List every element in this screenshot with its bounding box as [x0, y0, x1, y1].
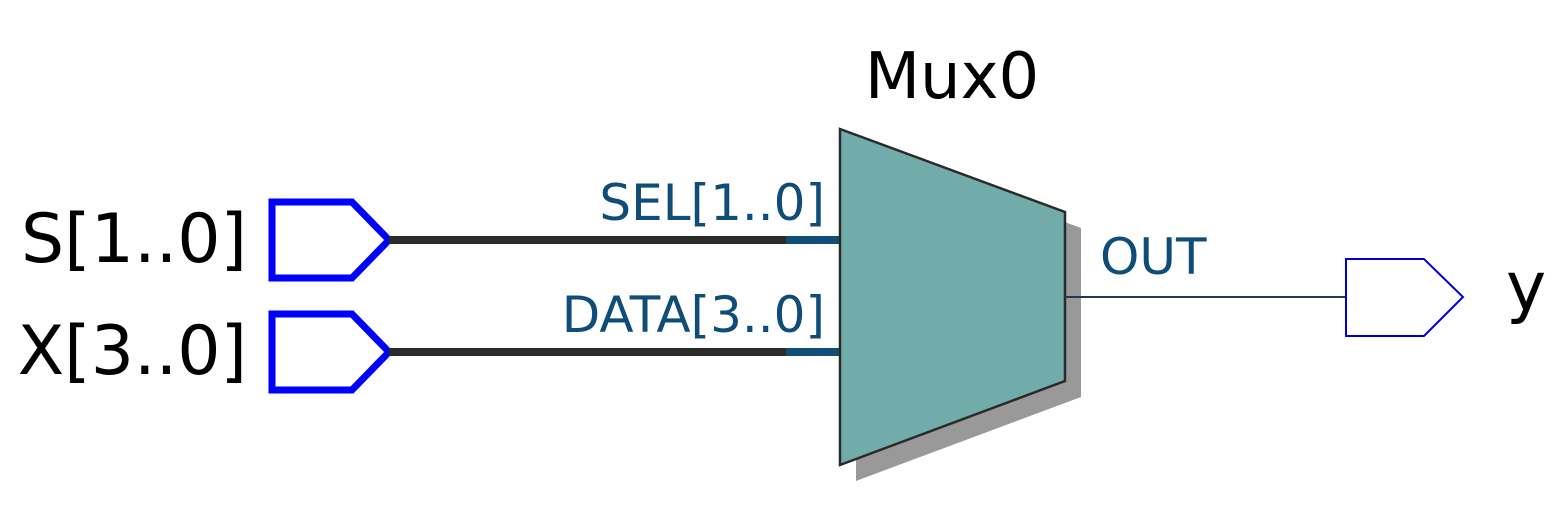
output-port-y[interactable]: y: [1345, 248, 1546, 337]
input-port-s-label: S[1..0]: [21, 200, 247, 279]
mux-pin-data-label: DATA[3..0]: [562, 286, 825, 344]
mux-pin-sel-label: SEL[1..0]: [599, 174, 825, 232]
output-port-icon: [1345, 258, 1465, 337]
mux-block[interactable]: Mux0 SEL[1..0] DATA[3..0] OUT: [562, 40, 1207, 481]
input-port-s[interactable]: S[1..0]: [21, 198, 394, 282]
input-port-x-label: X[3..0]: [18, 312, 247, 391]
input-port-icon: [268, 198, 394, 282]
input-port-icon: [268, 310, 394, 394]
mux-pin-out-label: OUT: [1100, 228, 1207, 286]
mux-instance-name: Mux0: [865, 40, 1039, 114]
output-port-y-label: y: [1506, 248, 1546, 327]
input-port-x[interactable]: X[3..0]: [18, 310, 394, 394]
mux-icon: [838, 127, 1067, 467]
